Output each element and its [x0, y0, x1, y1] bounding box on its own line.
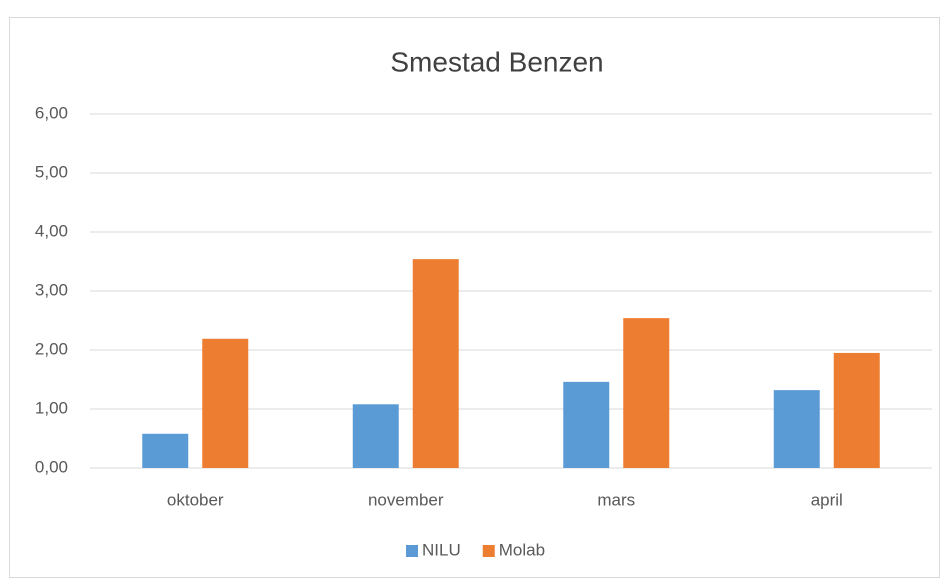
y-tick-label: 3,00: [35, 280, 68, 299]
y-tick-label: 1,00: [35, 398, 68, 417]
bar: [202, 338, 249, 468]
chart-frame: [9, 17, 940, 578]
legend-swatch: [406, 545, 418, 557]
bar: [142, 433, 189, 468]
x-tick-label: oktober: [167, 490, 224, 509]
y-tick-label: 5,00: [35, 162, 68, 181]
legend-label: NILU: [422, 540, 461, 559]
bar: [352, 404, 399, 468]
x-tick-label: mars: [597, 490, 635, 509]
y-tick-label: 4,00: [35, 221, 68, 240]
bar: [833, 352, 880, 468]
bar: [623, 318, 670, 468]
x-tick-label: april: [811, 490, 843, 509]
y-tick-label: 6,00: [35, 103, 68, 122]
bar: [412, 259, 459, 468]
legend-label: Molab: [499, 540, 545, 559]
legend-swatch: [482, 545, 495, 557]
bar: [563, 381, 610, 468]
y-tick-label: 0,00: [35, 457, 68, 476]
chart-title: Smestad Benzen: [390, 46, 603, 77]
x-tick-label: november: [368, 490, 444, 509]
bar: [773, 390, 820, 468]
y-tick-label: 2,00: [35, 339, 68, 358]
